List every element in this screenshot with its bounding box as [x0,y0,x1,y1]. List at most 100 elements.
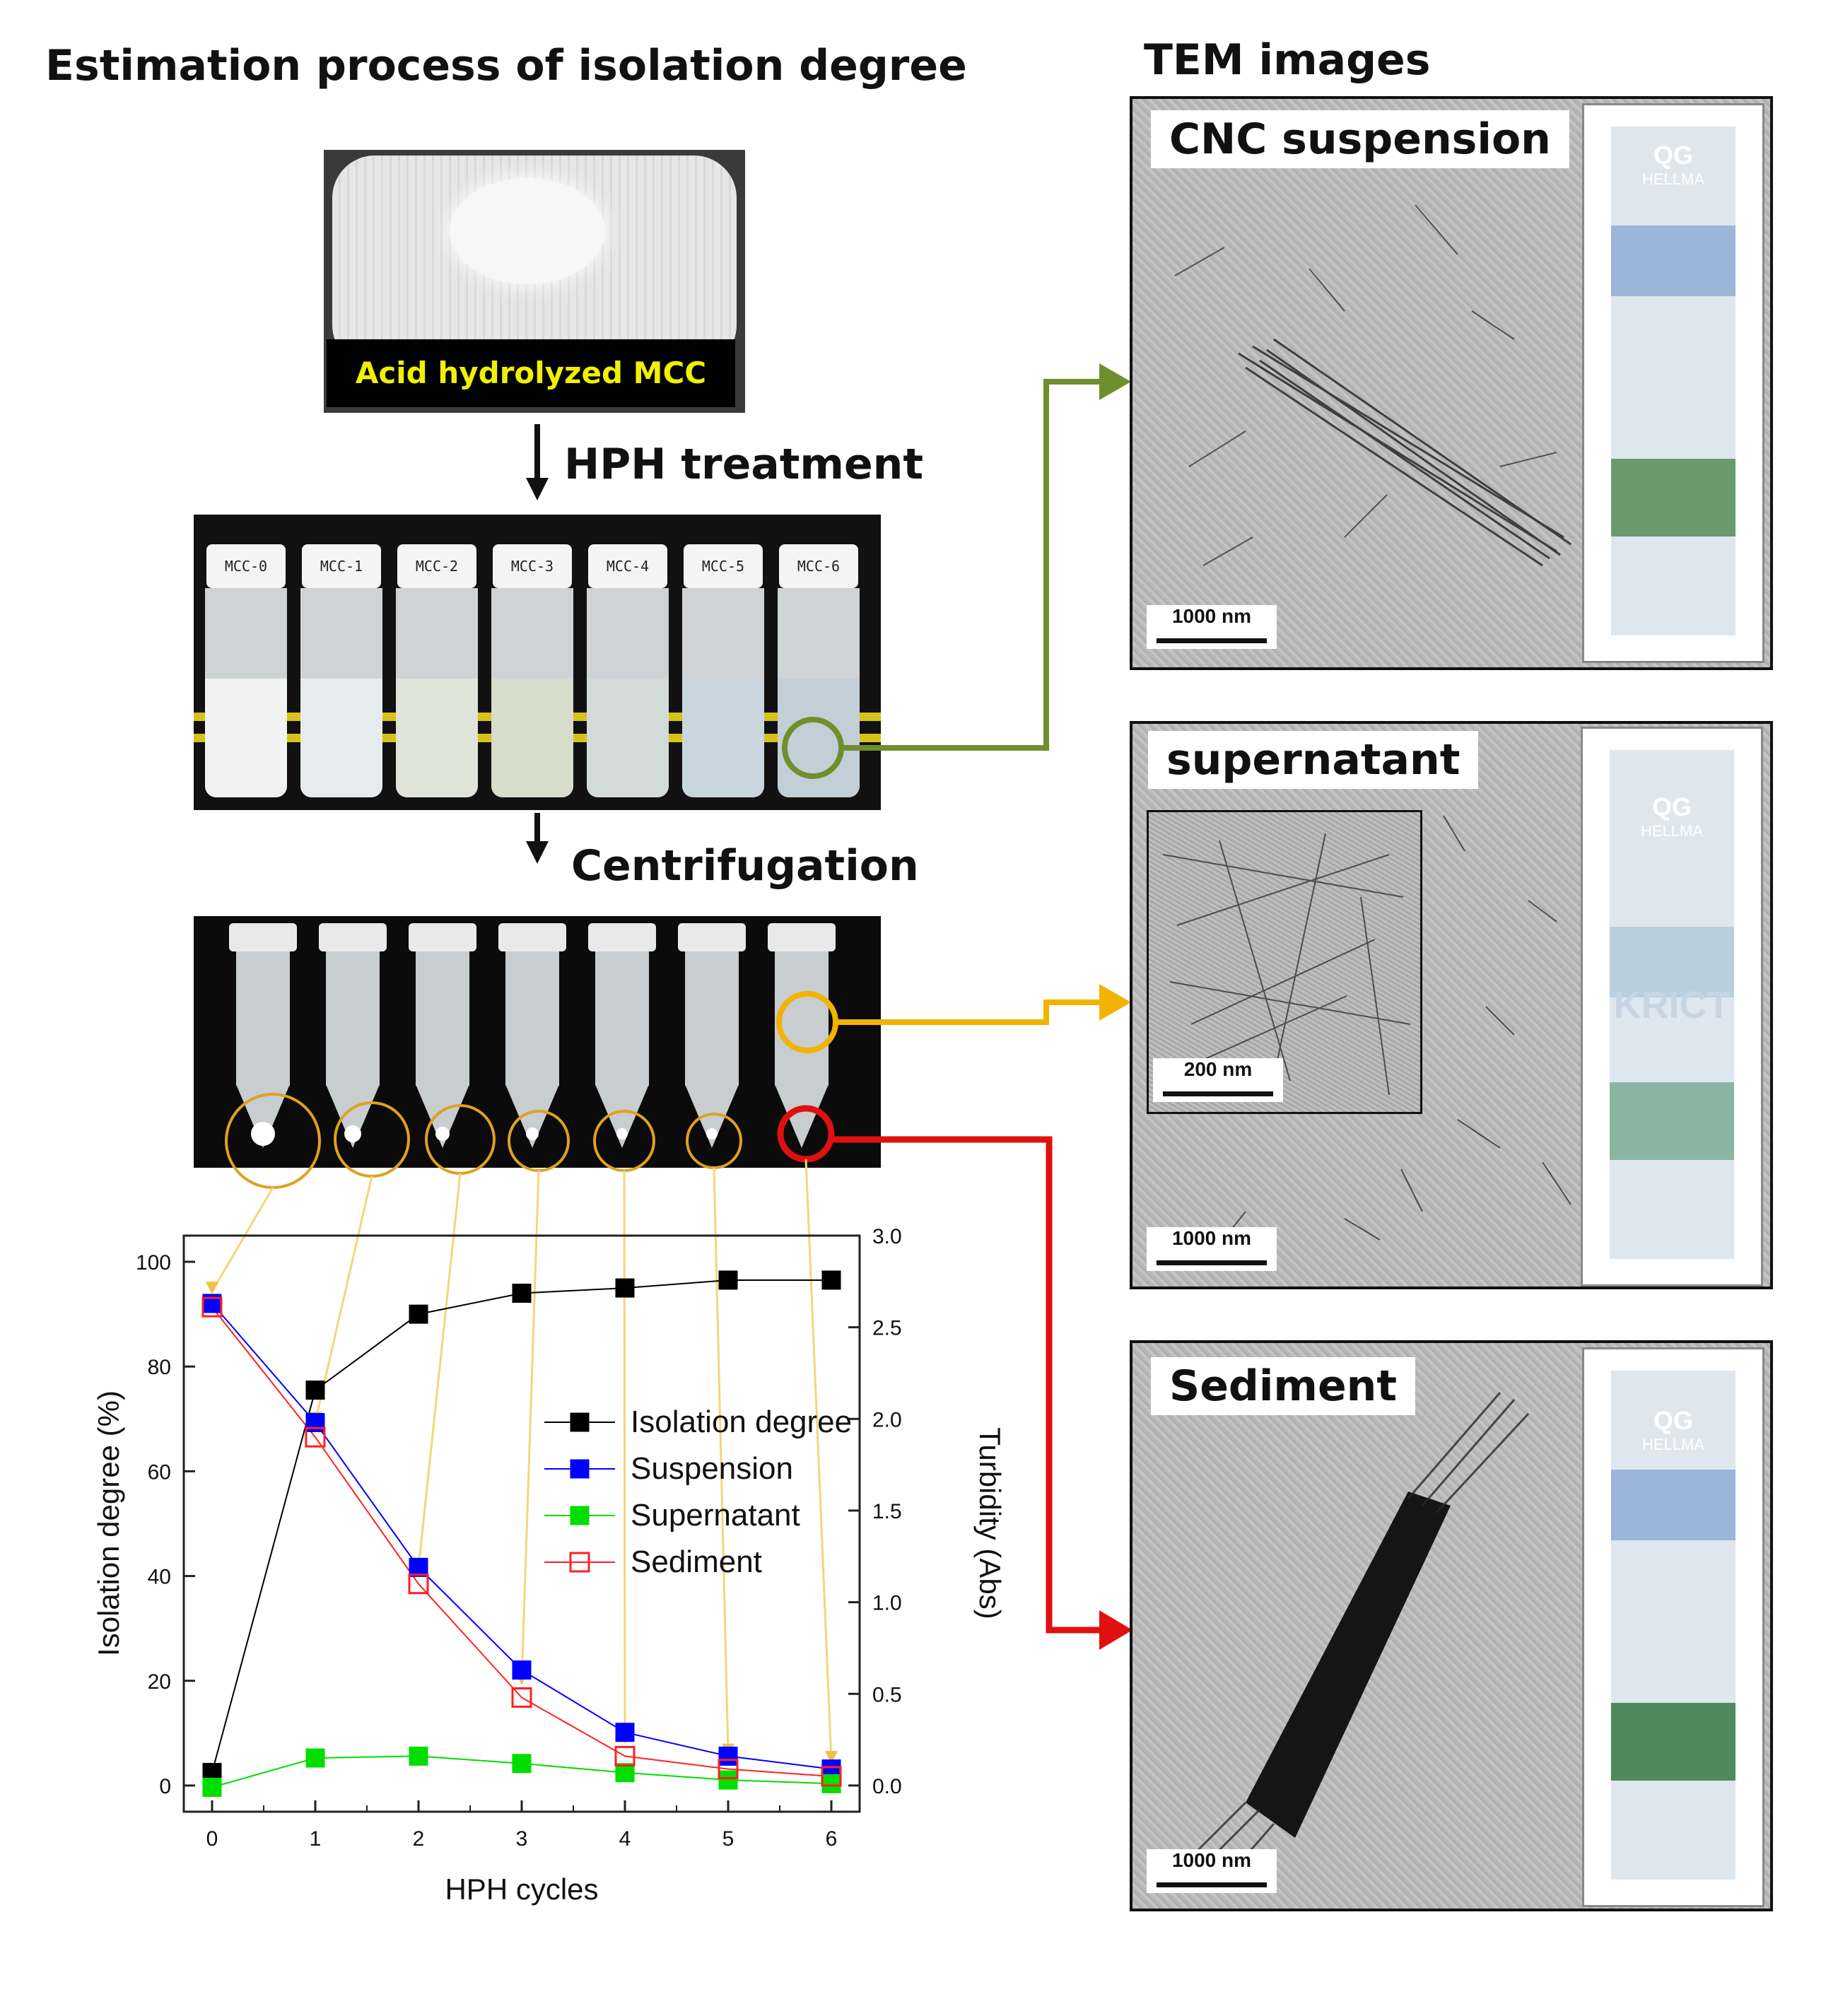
vial: MCC-0 [202,544,290,800]
legend-marker [570,1459,590,1479]
sediment-circle [508,1110,570,1172]
y-right-tick-label: 2.5 [872,1317,902,1340]
data-point-sediment [201,1296,223,1318]
data-point-supernatant [615,1763,635,1783]
legend-label: Supernatant [631,1498,800,1532]
vial-label: MCC-3 [510,558,554,575]
y-axis-label-left: Isolation degree (%) [92,1390,125,1656]
yellow-circle [776,991,838,1053]
scale-bar-3: 1000 nm [1147,1849,1277,1893]
x-tick-label: 0 [206,1827,218,1851]
cuvette-maker-3: HELLMA [1641,1436,1705,1453]
data-point-isolation-degree [305,1381,325,1400]
data-point-sediment [718,1759,739,1780]
sediment-circle [334,1101,410,1178]
isolation-chart: 0 20 40 60 80 100 0.0 0.5 1.0 1.5 2.0 2.5 3.0 0 1 2 3 4… [92,1225,1007,1906]
data-point-supernatant [718,1770,738,1790]
data-point-supernatant [512,1754,532,1774]
right-title: TEM images [1144,35,1431,85]
tem-panel-cnc-suspension: CNC suspension 1000 nm QG HELLMA [1130,96,1773,670]
data-point-sediment [821,1766,842,1787]
centrifuge-tube [588,923,656,1156]
cuvette-brand-1: QG [1653,141,1693,170]
cuvette-maker-1: HELLMA [1641,170,1705,188]
data-point-isolation-degree [512,1284,532,1303]
data-point-suspension [409,1557,428,1577]
tem-panel-sediment: Sediment 1000 nm QG HELLMA [1130,1340,1773,1911]
vial-cap: MCC-2 [397,544,476,588]
scale-text-inset: 200 nm [1183,1058,1253,1080]
sediment-circle [225,1093,321,1189]
data-point-sediment [305,1426,326,1448]
data-point-sediment [614,1745,636,1766]
vial-cap: MCC-4 [588,544,667,588]
sediment-circles [225,1093,742,1189]
vial: MCC-4 [584,544,672,800]
data-point-isolation-degree [409,1304,428,1324]
sediment-circle [686,1113,742,1169]
vial-cap: MCC-0 [206,544,286,588]
vial: MCC-3 [488,544,576,800]
step-hph-treatment: HPH treatment [564,440,924,489]
legend-marker [570,1412,590,1432]
sediment-link-arrowhead [825,1750,838,1764]
right-ticks: 0.0 0.5 1.0 1.5 2.0 2.5 3.0 [848,1225,902,1798]
y-left-tick-label: 100 [136,1251,171,1274]
centrifuge-tube [498,923,566,1156]
tem-label-supernatant: supernatant [1148,731,1479,789]
mcc-photo: Acid hydrolyzed MCC [324,150,745,413]
data-point-supernatant [821,1774,841,1793]
data-point-suspension [512,1660,532,1680]
tem-label-sediment: Sediment [1151,1357,1416,1415]
centrifuge-tube [319,923,387,1156]
vial-cap: MCC-3 [493,544,572,588]
x-tick-label: 2 [413,1827,425,1851]
data-point-sediment [408,1573,429,1595]
cuvette-brand-2: QG [1651,792,1692,821]
green-connector [841,379,1103,751]
cuvette-logo: KRICT [1613,984,1731,1026]
sediment-link [520,1170,540,1682]
step-centrifugation: Centrifugation [571,841,919,891]
vial-label: MCC-5 [701,558,745,575]
vial-label: MCC-4 [606,558,650,575]
sediment-link [417,1173,462,1569]
y-right-tick-label: 2.0 [872,1408,902,1431]
sediment-link [211,1187,274,1292]
vial-label: MCC-1 [320,558,363,575]
y-left-tick-label: 20 [148,1670,171,1694]
x-tick-label: 1 [310,1827,322,1851]
legend-label: Suspension [631,1451,793,1486]
legend: Isolation degree Suspension Supernatant Sed… [544,1405,852,1579]
left-title: Estimation process of isolation degree [45,41,967,90]
series-line-suspension [211,1303,832,1770]
data-point-sediment [511,1687,532,1708]
vial-cap: MCC-6 [779,544,858,588]
vial-cap: MCC-1 [302,544,381,588]
centrifuge-tube [678,923,746,1156]
series-layer [201,1270,842,1798]
data-point-supernatant [305,1748,325,1768]
scale-bar-1: 1000 nm [1147,605,1277,649]
vial-cap: MCC-5 [684,544,763,588]
vial-label: MCC-2 [415,558,459,575]
data-point-isolation-degree [718,1270,738,1290]
data-point-suspension [615,1723,635,1742]
cuvette-2: QG HELLMA KRICT [1581,727,1763,1287]
vial: MCC-5 [679,544,767,800]
x-tick-label: 4 [619,1827,631,1851]
series-line-sediment [211,1306,832,1777]
scale-text-2: 1000 nm [1171,1227,1252,1249]
tem-fibers-3 [1195,1392,1530,1881]
y-right-tick-label: 0.5 [872,1683,902,1706]
sediment-link [804,1159,833,1762]
y-right-tick-label: 1.5 [872,1500,902,1523]
yellow-connector [836,1000,1103,1025]
x-tick-label: 5 [722,1827,734,1851]
legend-marker [570,1506,590,1525]
y-right-tick-label: 3.0 [872,1225,902,1248]
y-left-tick-label: 80 [148,1356,171,1379]
scale-bar-inset: 200 nm [1153,1058,1283,1102]
tem-inset: 200 nm [1147,810,1422,1114]
sediment-link [713,1167,730,1754]
